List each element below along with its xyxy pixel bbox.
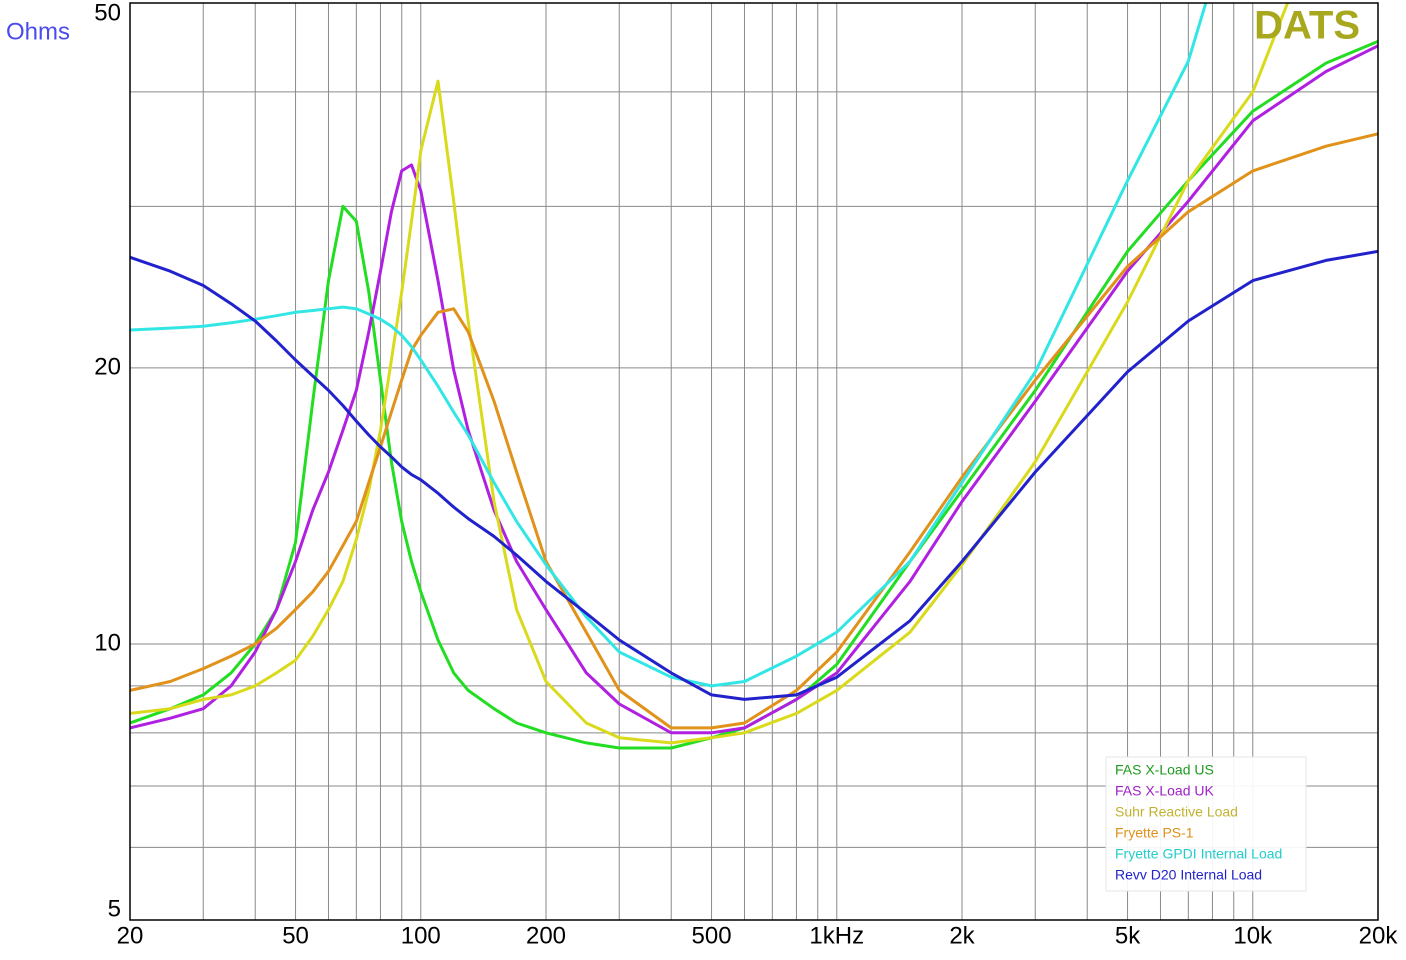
legend-entry: Revv D20 Internal Load	[1115, 867, 1262, 883]
x-tick-label: 5k	[1115, 922, 1141, 949]
y-tick-label: 10	[94, 629, 121, 656]
y-tick-label: 5	[108, 895, 121, 922]
legend-entry: Fryette PS-1	[1115, 825, 1194, 841]
legend: FAS X-Load US FAS X-Load UK Suhr Reactive …	[1105, 756, 1307, 892]
x-tick-label: 1kHz	[809, 922, 864, 949]
series-line	[130, 132, 1378, 730]
series-line	[130, 39, 1378, 750]
legend-box	[1105, 756, 1307, 892]
y-axis-label: Ohms	[6, 18, 70, 45]
x-tick-label: 20	[117, 922, 144, 949]
y-tick-label: 20	[94, 353, 121, 380]
series-line	[130, 249, 1378, 701]
legend-entry: FAS X-Load US	[1115, 762, 1214, 778]
plot-lines	[130, 3, 1378, 750]
legend-entry: FAS X-Load UK	[1115, 783, 1214, 799]
x-tick-label: 10k	[1233, 922, 1273, 949]
x-tick-label: 50	[282, 922, 309, 949]
x-tick-label: 2k	[949, 922, 975, 949]
ticks: 20 50 100 200 500 1kHz 2k 5k 10k 20k 5 10 20 50	[94, 0, 1398, 949]
x-tick-label: 100	[401, 922, 441, 949]
series-line	[130, 3, 1208, 688]
series-line	[130, 44, 1378, 735]
plot-frame	[129, 2, 1379, 921]
y-tick-label: 50	[94, 0, 121, 26]
x-tick-label: 200	[526, 922, 566, 949]
watermark: DATS	[1254, 4, 1360, 48]
legend-entry: Suhr Reactive Load	[1115, 804, 1238, 820]
series-line	[130, 3, 1290, 745]
x-tick-label: 20k	[1359, 922, 1399, 949]
x-tick-label: 500	[692, 922, 732, 949]
legend-entry: Fryette GPDI Internal Load	[1115, 846, 1282, 862]
